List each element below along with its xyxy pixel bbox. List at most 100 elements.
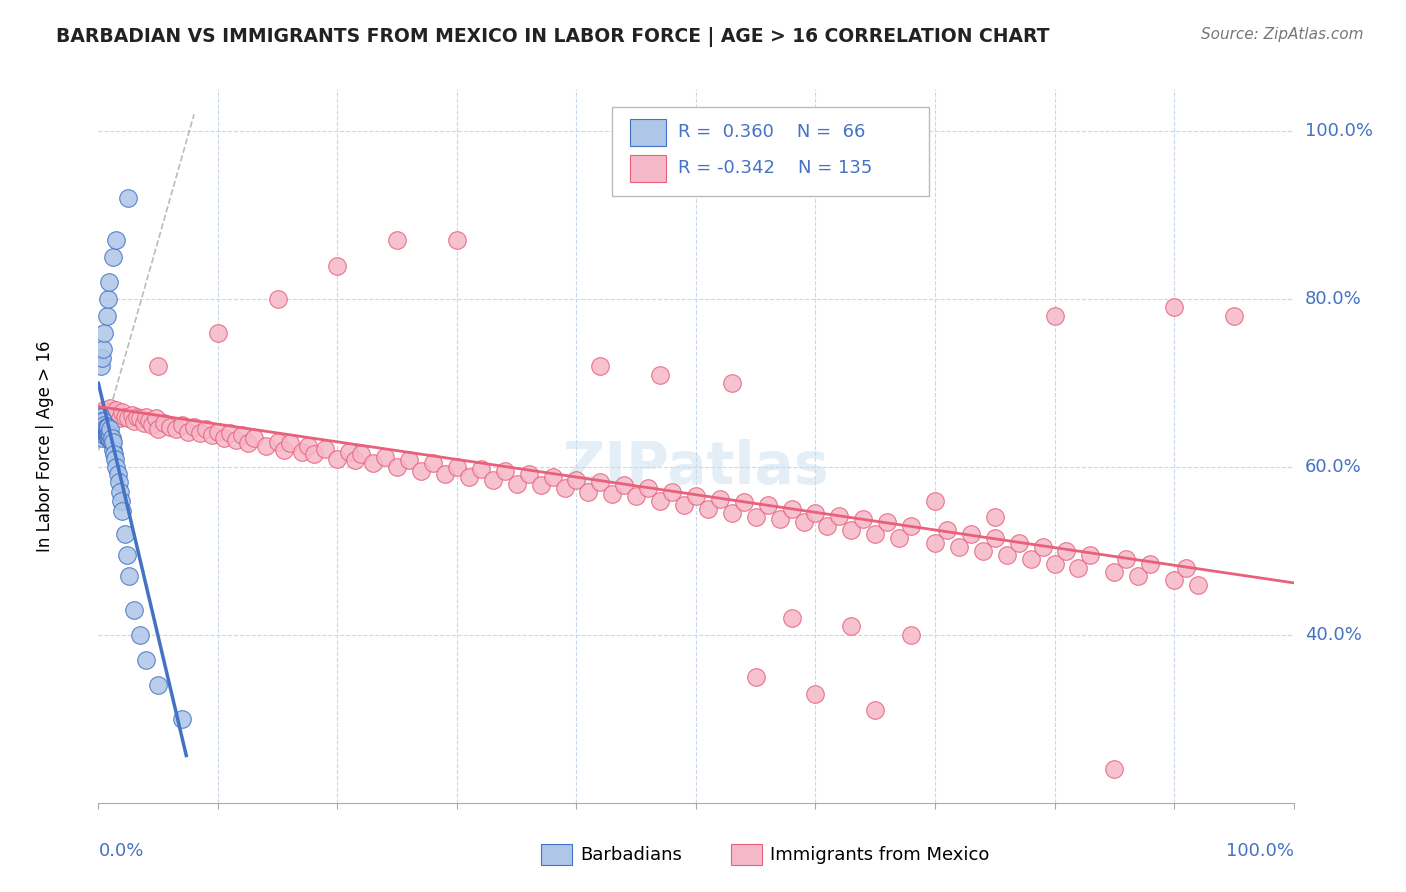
Point [578,485,600,500]
Point [852,512,875,526]
Point [236,436,259,450]
Point [121,408,143,422]
Point [107,467,129,481]
Point [225,433,247,447]
Point [93,422,115,436]
Point [648,493,672,508]
Point [398,453,420,467]
Point [108,411,131,425]
Point [565,473,588,487]
Point [98,431,121,445]
Point [900,518,922,533]
Point [541,470,564,484]
Point [721,376,744,390]
Point [100,431,122,445]
Point [148,422,170,436]
Point [107,475,129,489]
Point [91,431,114,445]
Point [172,712,194,726]
Point [780,611,803,625]
Point [91,417,114,432]
Point [231,428,253,442]
Point [91,414,114,428]
Point [1104,762,1126,776]
Point [90,426,112,441]
Point [98,428,122,442]
Point [91,343,114,357]
Point [101,434,124,449]
Point [339,445,361,459]
Point [745,510,768,524]
Point [1032,540,1054,554]
Point [98,433,122,447]
Point [91,417,114,432]
Point [165,422,187,436]
Point [648,368,672,382]
Point [89,409,111,424]
Point [118,569,141,583]
Text: 80.0%: 80.0% [1305,290,1361,308]
Text: Immigrants from Mexico: Immigrants from Mexico [770,846,990,863]
Point [183,419,205,434]
Point [105,460,128,475]
Point [219,426,242,441]
Text: 40.0%: 40.0% [1305,626,1361,644]
Point [93,403,115,417]
Point [434,467,457,481]
Point [195,422,218,436]
Point [101,408,124,422]
Point [104,451,127,466]
Point [1128,569,1150,583]
Point [411,464,433,478]
Point [936,523,959,537]
Point [780,502,803,516]
Point [1104,565,1126,579]
Point [97,405,120,419]
Point [1008,535,1031,549]
Point [506,476,529,491]
Point [685,489,707,503]
Point [302,447,325,461]
Text: R =  0.360    N =  66: R = 0.360 N = 66 [678,123,866,141]
FancyBboxPatch shape [541,844,572,865]
Point [995,548,1018,562]
Point [804,506,827,520]
Point [105,403,128,417]
Point [129,628,152,642]
Point [924,535,946,549]
Point [626,489,648,503]
Point [721,506,744,520]
Point [97,292,120,306]
Text: 0.0%: 0.0% [98,842,143,860]
Point [177,425,200,439]
Text: Barbadians: Barbadians [581,846,682,863]
Point [254,439,277,453]
Point [101,443,124,458]
Point [385,460,409,475]
Point [98,426,121,441]
Point [494,464,516,478]
Point [148,678,170,692]
Point [148,359,170,374]
Point [91,426,114,441]
Point [589,475,612,489]
Point [470,461,492,475]
Point [91,426,114,441]
Point [111,405,134,419]
Point [117,191,139,205]
Point [96,309,118,323]
Point [1019,552,1042,566]
Point [98,422,122,436]
Point [110,493,132,508]
Point [93,425,115,439]
Point [89,426,111,441]
Point [93,428,115,442]
Point [446,460,468,475]
Point [98,401,122,416]
Point [90,409,112,424]
Point [733,495,755,509]
Point [273,443,295,458]
Point [97,419,120,434]
Point [207,326,229,340]
Point [101,250,124,264]
